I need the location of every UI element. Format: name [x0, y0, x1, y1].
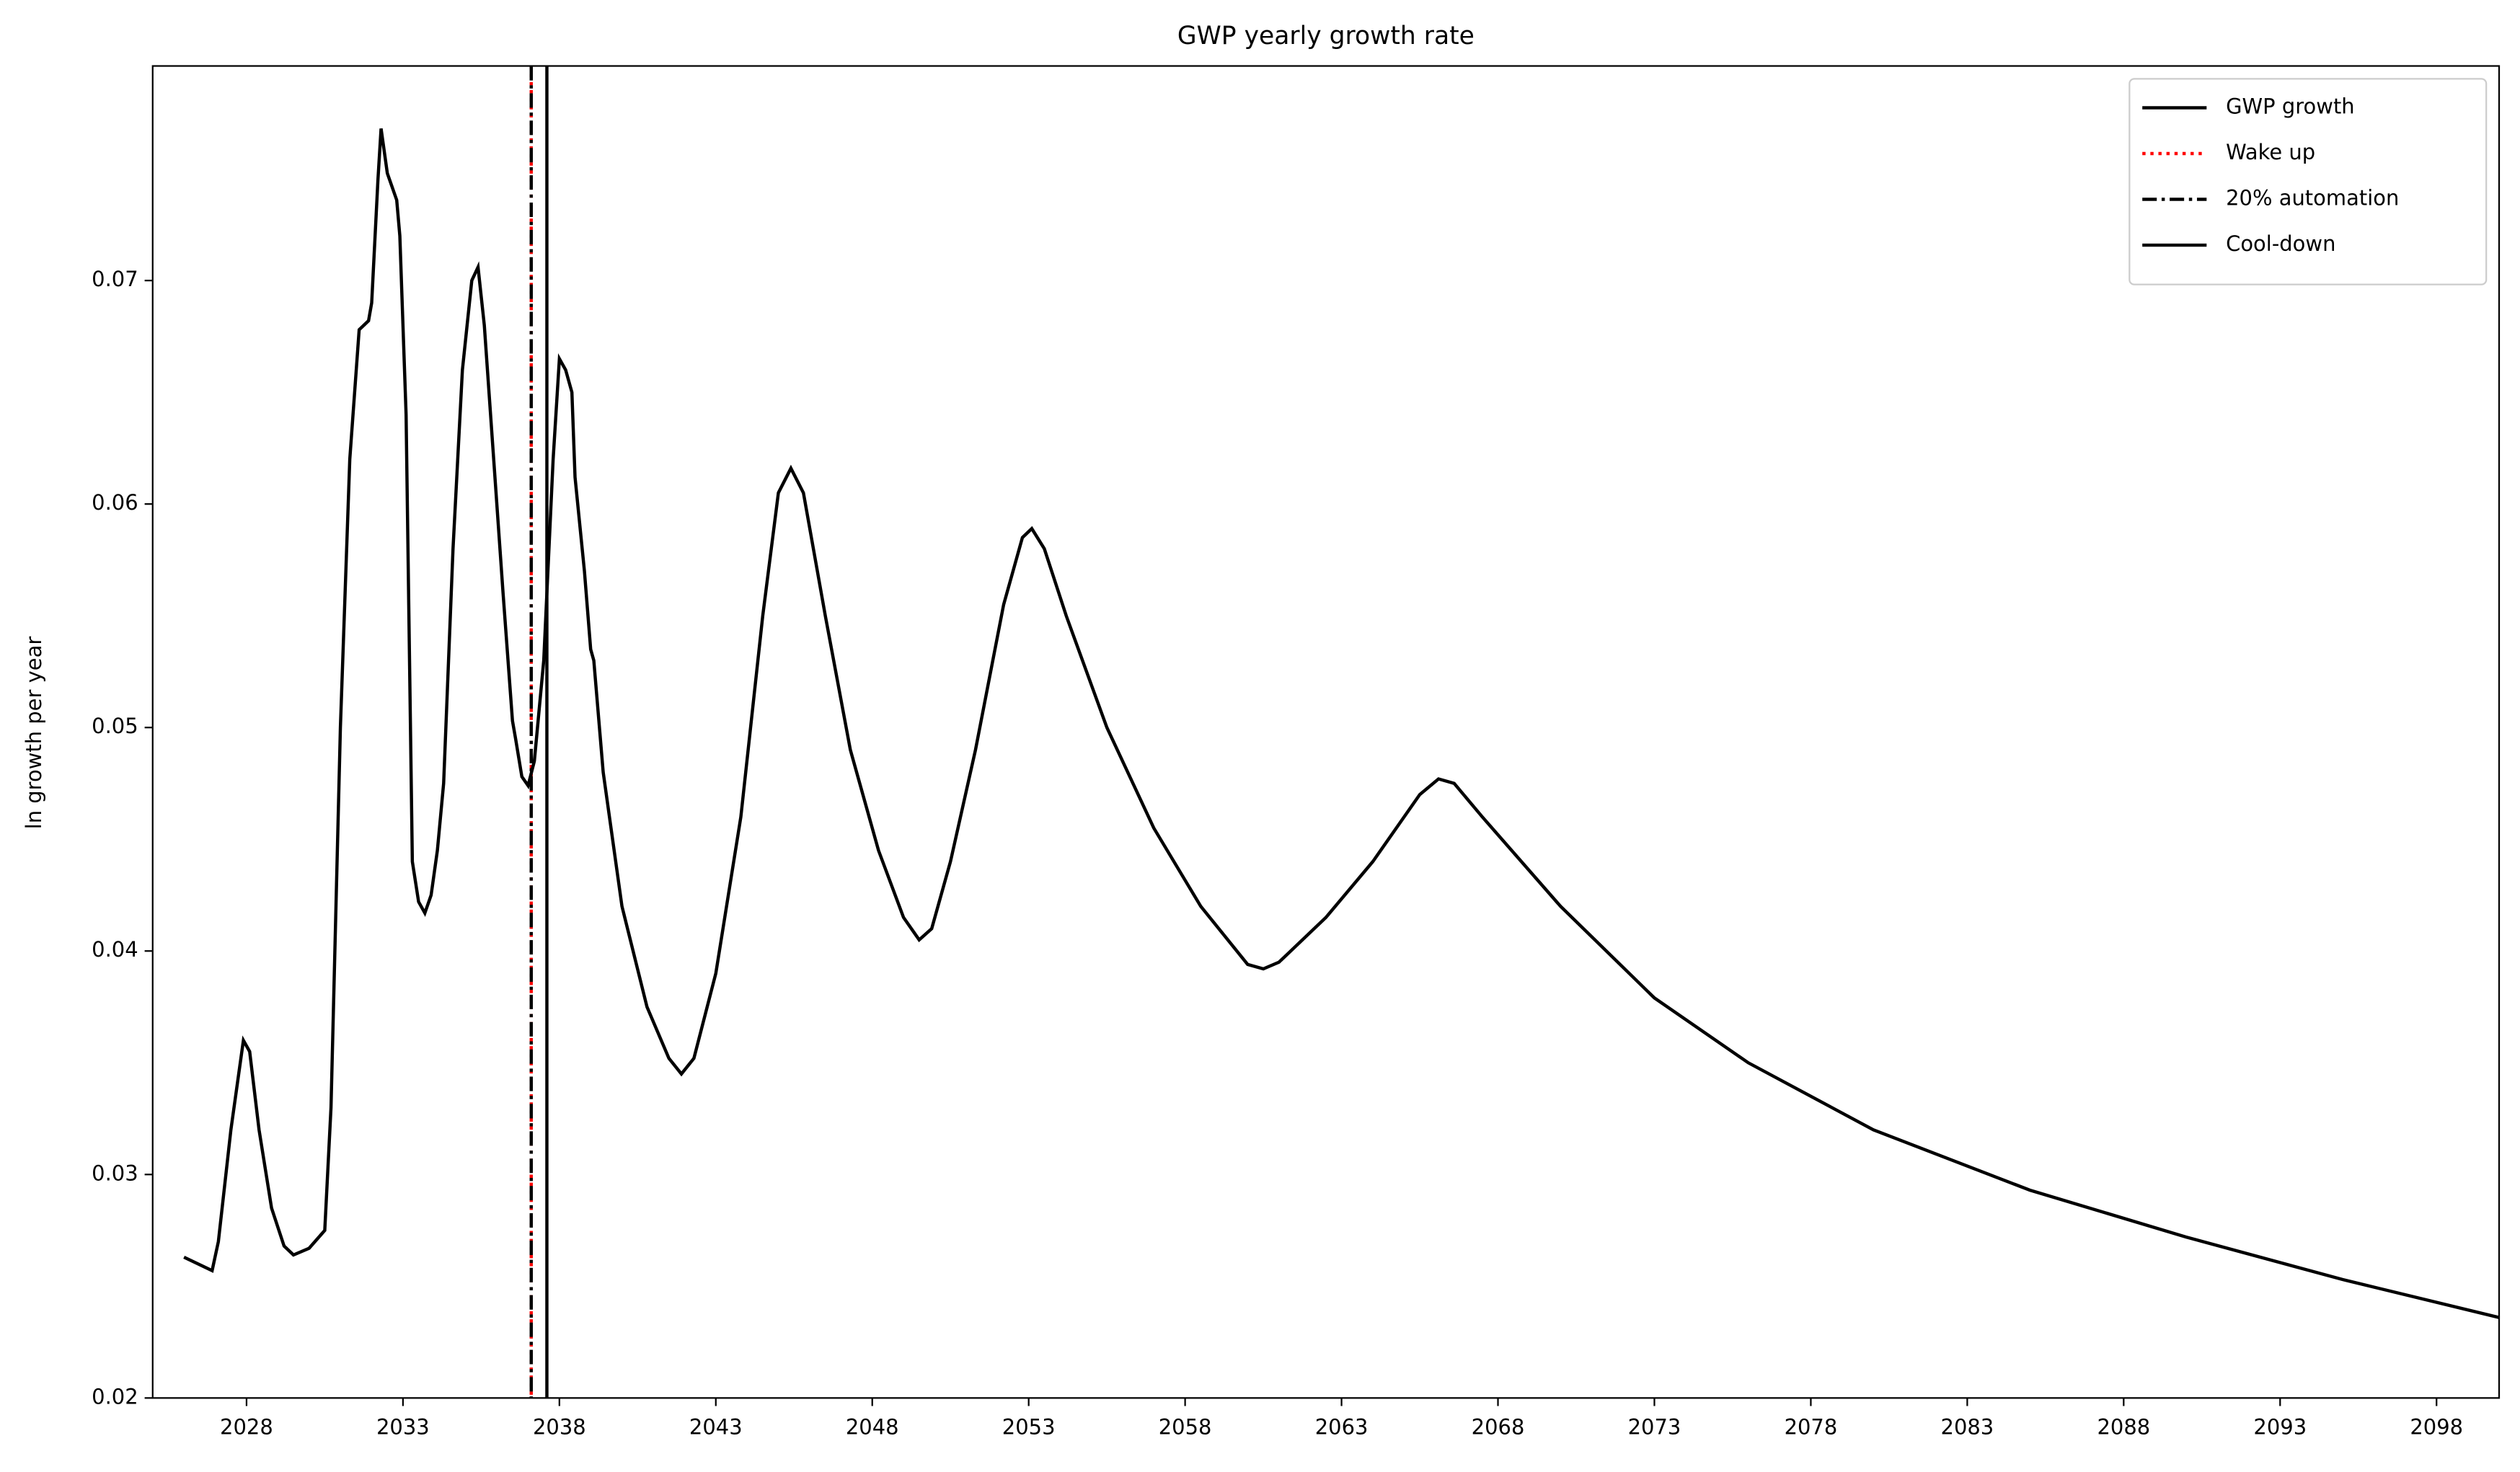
y-tick-label: 0.07 — [92, 267, 138, 291]
x-tick-label: 2058 — [1159, 1415, 1212, 1440]
y-tick-label: 0.03 — [92, 1161, 138, 1185]
x-tick-label: 2078 — [1785, 1415, 1838, 1440]
x-tick-label: 2088 — [2097, 1415, 2150, 1440]
chart-title: GWP yearly growth rate — [1177, 22, 1475, 50]
x-tick-label: 2083 — [1941, 1415, 1994, 1440]
x-tick-label: 2093 — [2253, 1415, 2307, 1440]
plot-frame — [151, 65, 2501, 1399]
x-tick-label: 2048 — [846, 1415, 899, 1440]
data-line — [183, 128, 2500, 1319]
y-tick-label: 0.02 — [92, 1384, 138, 1409]
x-tick-label: 2098 — [2410, 1415, 2463, 1440]
y-axis-label: ln growth per year — [22, 637, 46, 830]
legend-label: 20% automation — [2226, 186, 2399, 210]
legend-box — [2128, 78, 2488, 285]
x-tick-label: 2033 — [376, 1415, 430, 1440]
x-tick-label: 2063 — [1315, 1415, 1369, 1440]
x-tick-label: 2068 — [1472, 1415, 1525, 1440]
legend-label: Wake up — [2226, 140, 2315, 164]
x-tick-label: 2043 — [689, 1415, 743, 1440]
y-tick-label: 0.04 — [92, 937, 138, 962]
y-tick-label: 0.05 — [92, 714, 138, 738]
x-tick-label: 2038 — [533, 1415, 586, 1440]
x-tick-label: 2053 — [1002, 1415, 1056, 1440]
x-tick-label: 2073 — [1628, 1415, 1681, 1440]
y-tick-label: 0.06 — [92, 490, 138, 515]
legend-label: Cool-down — [2226, 231, 2335, 256]
legend-label: GWP growth — [2226, 94, 2355, 118]
x-tick-label: 2028 — [220, 1415, 273, 1440]
